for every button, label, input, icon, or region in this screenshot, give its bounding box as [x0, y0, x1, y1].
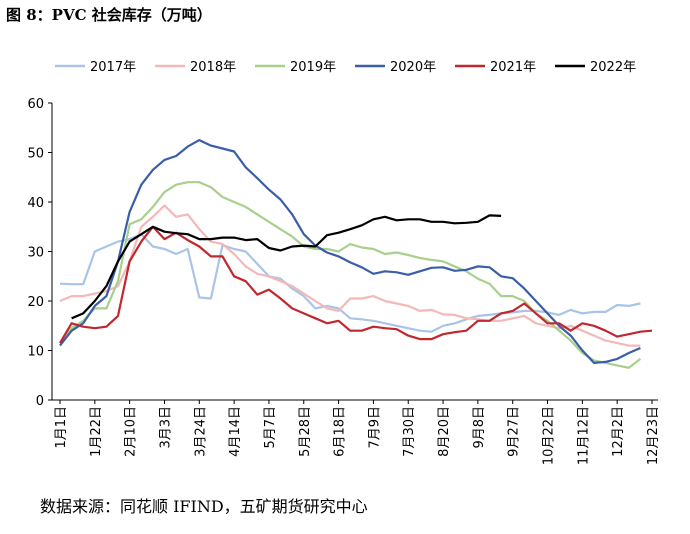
legend-label: 2021年 [490, 60, 536, 75]
y-tick-label: 30 [27, 246, 44, 261]
legend-item: 2018年 [155, 60, 236, 75]
x-tick-label: 4月14日 [228, 406, 243, 457]
legend-item: 2021年 [455, 60, 536, 75]
legend-label: 2022年 [590, 60, 636, 75]
x-tick-label: 8月20日 [437, 406, 452, 457]
y-tick-label: 40 [27, 196, 44, 211]
x-tick-label: 9月8日 [472, 406, 487, 449]
legend-item: 2017年 [55, 60, 136, 75]
legend-item: 2020年 [355, 60, 436, 75]
x-tick-label: 3月24日 [193, 406, 208, 457]
legend-label: 2018年 [190, 60, 236, 75]
series-line [59, 181, 642, 369]
y-tick-label: 50 [27, 147, 44, 162]
legend-label: 2019年 [290, 60, 336, 75]
x-tick-label: 5月28日 [298, 406, 313, 457]
x-tick-label: 2月10日 [124, 406, 139, 457]
series-line [59, 204, 641, 347]
legend-item: 2022年 [555, 60, 636, 75]
source: 数据来源：同花顺 IFIND，五矿期货研究中心 [40, 497, 368, 516]
chart-title: 图 8：PVC 社会库存（万吨） [6, 6, 212, 24]
x-tick-label: 1月22日 [89, 406, 104, 457]
series-line [59, 233, 641, 333]
legend-label: 2020年 [390, 60, 436, 75]
x-tick-label: 7月30日 [402, 406, 417, 457]
series-line [59, 225, 653, 344]
y-tick-label: 60 [27, 97, 44, 112]
x-tick-label: 10月22日 [542, 406, 557, 465]
x-tick-label: 7月9日 [367, 406, 382, 449]
legend-item: 2019年 [255, 60, 336, 75]
x-tick-label: 5月7日 [263, 406, 278, 449]
x-tick-label: 3月3日 [158, 406, 173, 449]
y-tick-label: 10 [27, 345, 44, 360]
x-tick-label: 12月23日 [646, 406, 661, 465]
y-tick-label: 0 [36, 394, 44, 409]
series-line [59, 139, 641, 364]
x-tick-label: 11月12日 [576, 406, 591, 465]
x-tick-label: 12月2日 [611, 406, 626, 457]
y-tick-label: 20 [27, 295, 44, 310]
x-tick-label: 1月1日 [54, 406, 69, 449]
x-tick-label: 9月27日 [507, 406, 522, 457]
x-tick-label: 6月18日 [333, 406, 348, 457]
series-line [71, 214, 502, 320]
legend-label: 2017年 [90, 60, 136, 75]
